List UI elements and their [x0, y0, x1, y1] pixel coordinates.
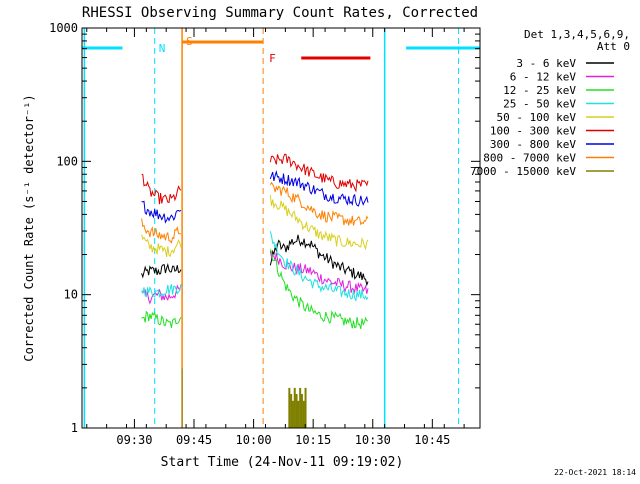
- legend-label: 3 - 6 keV: [516, 57, 576, 70]
- annotation-layer: N S F: [82, 28, 480, 428]
- plot-frame: [81, 27, 481, 429]
- x-tick-label: 10:15: [295, 433, 331, 447]
- flare-label: F: [269, 52, 276, 65]
- legend-header-attenuator: Att 0: [597, 40, 630, 53]
- x-tick-label: 10:30: [355, 433, 391, 447]
- x-tick-label: 10:45: [414, 433, 450, 447]
- chart-title: RHESSI Observing Summary Count Rates, Co…: [82, 5, 478, 21]
- legend-label: 25 - 50 keV: [503, 98, 576, 111]
- timestamp: 22-Oct-2021 18:14: [554, 468, 636, 477]
- legend-label: 12 - 25 keV: [503, 84, 576, 97]
- y-tick-label: 1: [71, 421, 78, 435]
- 3-6kev-series: [141, 262, 182, 279]
- 300-800kev-series: [141, 200, 182, 224]
- data-layer: [141, 153, 369, 428]
- legend-label: 6 - 12 keV: [510, 71, 577, 84]
- axes-layer: 1 10 100 1000 09:30 09:45 10:00 10:15 10:30 10:45…: [22, 21, 480, 447]
- saa-label: S: [186, 35, 193, 48]
- x-axis-label: Start Time (24-Nov-11 09:19:02): [161, 455, 404, 470]
- y-tick-label: 10: [64, 288, 78, 302]
- 800-7000kev-series: [141, 218, 182, 244]
- legend-label: 7000 - 15000 keV: [470, 165, 576, 178]
- y-axis-label: Corrected Count Rate (s⁻¹ detector⁻¹): [22, 94, 36, 361]
- 800-7000kev-series: [269, 181, 369, 226]
- y-tick-label: 1000: [49, 21, 78, 35]
- legend-label: 50 - 100 keV: [497, 111, 577, 124]
- 3-6kev-series: [269, 234, 369, 287]
- 25-50kev-series: [141, 284, 182, 299]
- x-tick-label: 09:30: [116, 433, 152, 447]
- 25-50kev-series: [269, 231, 369, 302]
- 50-100kev-series: [269, 195, 369, 251]
- x-tick-label: 09:45: [176, 433, 212, 447]
- 100-300kev-series: [141, 173, 182, 205]
- 6-12kev-series: [141, 284, 182, 305]
- 50-100kev-series: [141, 234, 182, 258]
- 12-25kev-series: [141, 310, 182, 328]
- x-tick-label: 10:00: [236, 433, 272, 447]
- 100-300kev-series: [269, 153, 369, 193]
- 12-25kev-series: [269, 249, 369, 330]
- 300-800kev-series: [269, 170, 369, 207]
- y-tick-label: 100: [56, 154, 78, 168]
- legend-label: 800 - 7000 keV: [483, 152, 576, 165]
- legend-header-detectors: Det 1,3,4,5,6,9,: [524, 28, 630, 41]
- legend-label: 300 - 800 keV: [490, 138, 576, 151]
- legend-label: 100 - 300 keV: [490, 125, 576, 138]
- night-label: N: [159, 42, 166, 55]
